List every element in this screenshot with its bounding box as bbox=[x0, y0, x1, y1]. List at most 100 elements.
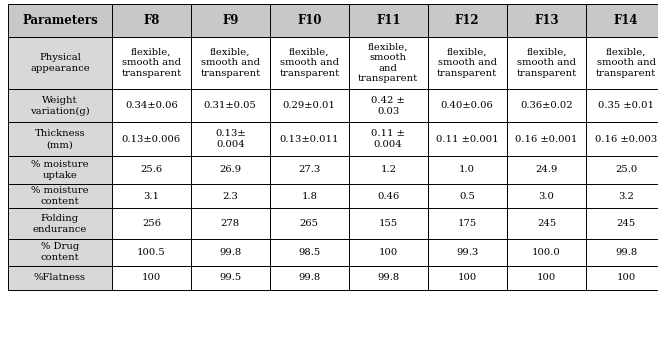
Text: 0.11 ±0.001: 0.11 ±0.001 bbox=[436, 135, 499, 144]
Text: 245: 245 bbox=[617, 219, 636, 228]
Bar bbox=[428, 184, 507, 208]
Text: 100: 100 bbox=[617, 273, 636, 283]
Text: F14: F14 bbox=[614, 14, 638, 27]
Bar bbox=[112, 37, 191, 89]
Bar bbox=[507, 156, 586, 184]
Text: flexible,
smooth and
transparent: flexible, smooth and transparent bbox=[596, 48, 656, 78]
Text: 98.5: 98.5 bbox=[298, 248, 320, 257]
Text: 175: 175 bbox=[457, 219, 477, 228]
Text: 24.9: 24.9 bbox=[535, 165, 558, 174]
Bar bbox=[112, 89, 191, 122]
Text: 1.0: 1.0 bbox=[459, 165, 475, 174]
Bar bbox=[112, 208, 191, 239]
Bar bbox=[8, 4, 112, 37]
Bar bbox=[586, 266, 658, 290]
Bar bbox=[428, 89, 507, 122]
Text: 25.0: 25.0 bbox=[615, 165, 637, 174]
Text: F10: F10 bbox=[297, 14, 322, 27]
Text: 99.8: 99.8 bbox=[298, 273, 320, 283]
Bar bbox=[8, 239, 112, 266]
Text: 265: 265 bbox=[300, 219, 318, 228]
Text: 0.40±0.06: 0.40±0.06 bbox=[441, 101, 494, 110]
Bar bbox=[191, 156, 270, 184]
Text: 0.36±0.02: 0.36±0.02 bbox=[520, 101, 572, 110]
Text: flexible,
smooth and
transparent: flexible, smooth and transparent bbox=[517, 48, 576, 78]
Text: 99.5: 99.5 bbox=[219, 273, 241, 283]
Text: 0.35 ±0.01: 0.35 ±0.01 bbox=[598, 101, 654, 110]
Text: Thickness
(mm): Thickness (mm) bbox=[35, 129, 85, 149]
Text: 0.13±
0.004: 0.13± 0.004 bbox=[215, 129, 245, 149]
Text: flexible,
smooth and
transparent: flexible, smooth and transparent bbox=[200, 48, 261, 78]
Bar bbox=[507, 122, 586, 156]
Bar bbox=[8, 37, 112, 89]
Text: 3.2: 3.2 bbox=[618, 192, 634, 201]
Text: 2.3: 2.3 bbox=[222, 192, 238, 201]
Text: % moisture
content: % moisture content bbox=[31, 186, 89, 206]
Bar bbox=[191, 266, 270, 290]
Text: 0.13±0.011: 0.13±0.011 bbox=[280, 135, 339, 144]
Bar bbox=[270, 208, 349, 239]
Bar bbox=[270, 266, 349, 290]
Bar bbox=[191, 184, 270, 208]
Bar bbox=[349, 122, 428, 156]
Text: 100: 100 bbox=[378, 248, 398, 257]
Text: 25.6: 25.6 bbox=[140, 165, 163, 174]
Bar bbox=[270, 156, 349, 184]
Bar bbox=[507, 266, 586, 290]
Bar bbox=[112, 266, 191, 290]
Text: 278: 278 bbox=[220, 219, 240, 228]
Text: Folding
endurance: Folding endurance bbox=[33, 214, 87, 234]
Bar bbox=[349, 156, 428, 184]
Bar bbox=[349, 208, 428, 239]
Text: F11: F11 bbox=[376, 14, 401, 27]
Text: 1.8: 1.8 bbox=[301, 192, 317, 201]
Text: Physical
appearance: Physical appearance bbox=[30, 53, 89, 73]
Text: flexible,
smooth and
transparent: flexible, smooth and transparent bbox=[279, 48, 340, 78]
Bar bbox=[349, 4, 428, 37]
Text: 0.5: 0.5 bbox=[459, 192, 475, 201]
Text: F8: F8 bbox=[143, 14, 159, 27]
Bar bbox=[586, 156, 658, 184]
Bar bbox=[586, 4, 658, 37]
Bar bbox=[586, 239, 658, 266]
Bar bbox=[428, 266, 507, 290]
Bar bbox=[191, 4, 270, 37]
Bar bbox=[112, 184, 191, 208]
Text: 155: 155 bbox=[378, 219, 398, 228]
Bar bbox=[428, 208, 507, 239]
Text: 100.0: 100.0 bbox=[532, 248, 561, 257]
Text: 100: 100 bbox=[537, 273, 556, 283]
Text: 100: 100 bbox=[457, 273, 477, 283]
Bar bbox=[349, 266, 428, 290]
Bar bbox=[191, 122, 270, 156]
Bar bbox=[586, 122, 658, 156]
Bar bbox=[507, 37, 586, 89]
Bar bbox=[270, 89, 349, 122]
Text: flexible,
smooth and
transparent: flexible, smooth and transparent bbox=[121, 48, 182, 78]
Bar bbox=[349, 89, 428, 122]
Bar bbox=[191, 239, 270, 266]
Bar bbox=[586, 37, 658, 89]
Text: 245: 245 bbox=[537, 219, 556, 228]
Bar bbox=[586, 89, 658, 122]
Bar bbox=[112, 122, 191, 156]
Bar bbox=[191, 208, 270, 239]
Text: Weight
variation(g): Weight variation(g) bbox=[30, 96, 89, 116]
Bar bbox=[586, 208, 658, 239]
Text: 3.1: 3.1 bbox=[143, 192, 159, 201]
Text: % moisture
uptake: % moisture uptake bbox=[31, 160, 89, 180]
Bar bbox=[270, 37, 349, 89]
Text: flexible,
smooth
and
transparent: flexible, smooth and transparent bbox=[358, 42, 418, 84]
Text: 256: 256 bbox=[142, 219, 161, 228]
Text: 99.8: 99.8 bbox=[219, 248, 241, 257]
Bar bbox=[8, 122, 112, 156]
Bar bbox=[349, 239, 428, 266]
Text: 0.13±0.006: 0.13±0.006 bbox=[122, 135, 181, 144]
Text: 27.3: 27.3 bbox=[298, 165, 320, 174]
Bar bbox=[191, 37, 270, 89]
Text: 26.9: 26.9 bbox=[219, 165, 241, 174]
Text: 0.29±0.01: 0.29±0.01 bbox=[283, 101, 336, 110]
Text: 0.34±0.06: 0.34±0.06 bbox=[125, 101, 178, 110]
Text: 3.0: 3.0 bbox=[538, 192, 555, 201]
Bar bbox=[270, 122, 349, 156]
